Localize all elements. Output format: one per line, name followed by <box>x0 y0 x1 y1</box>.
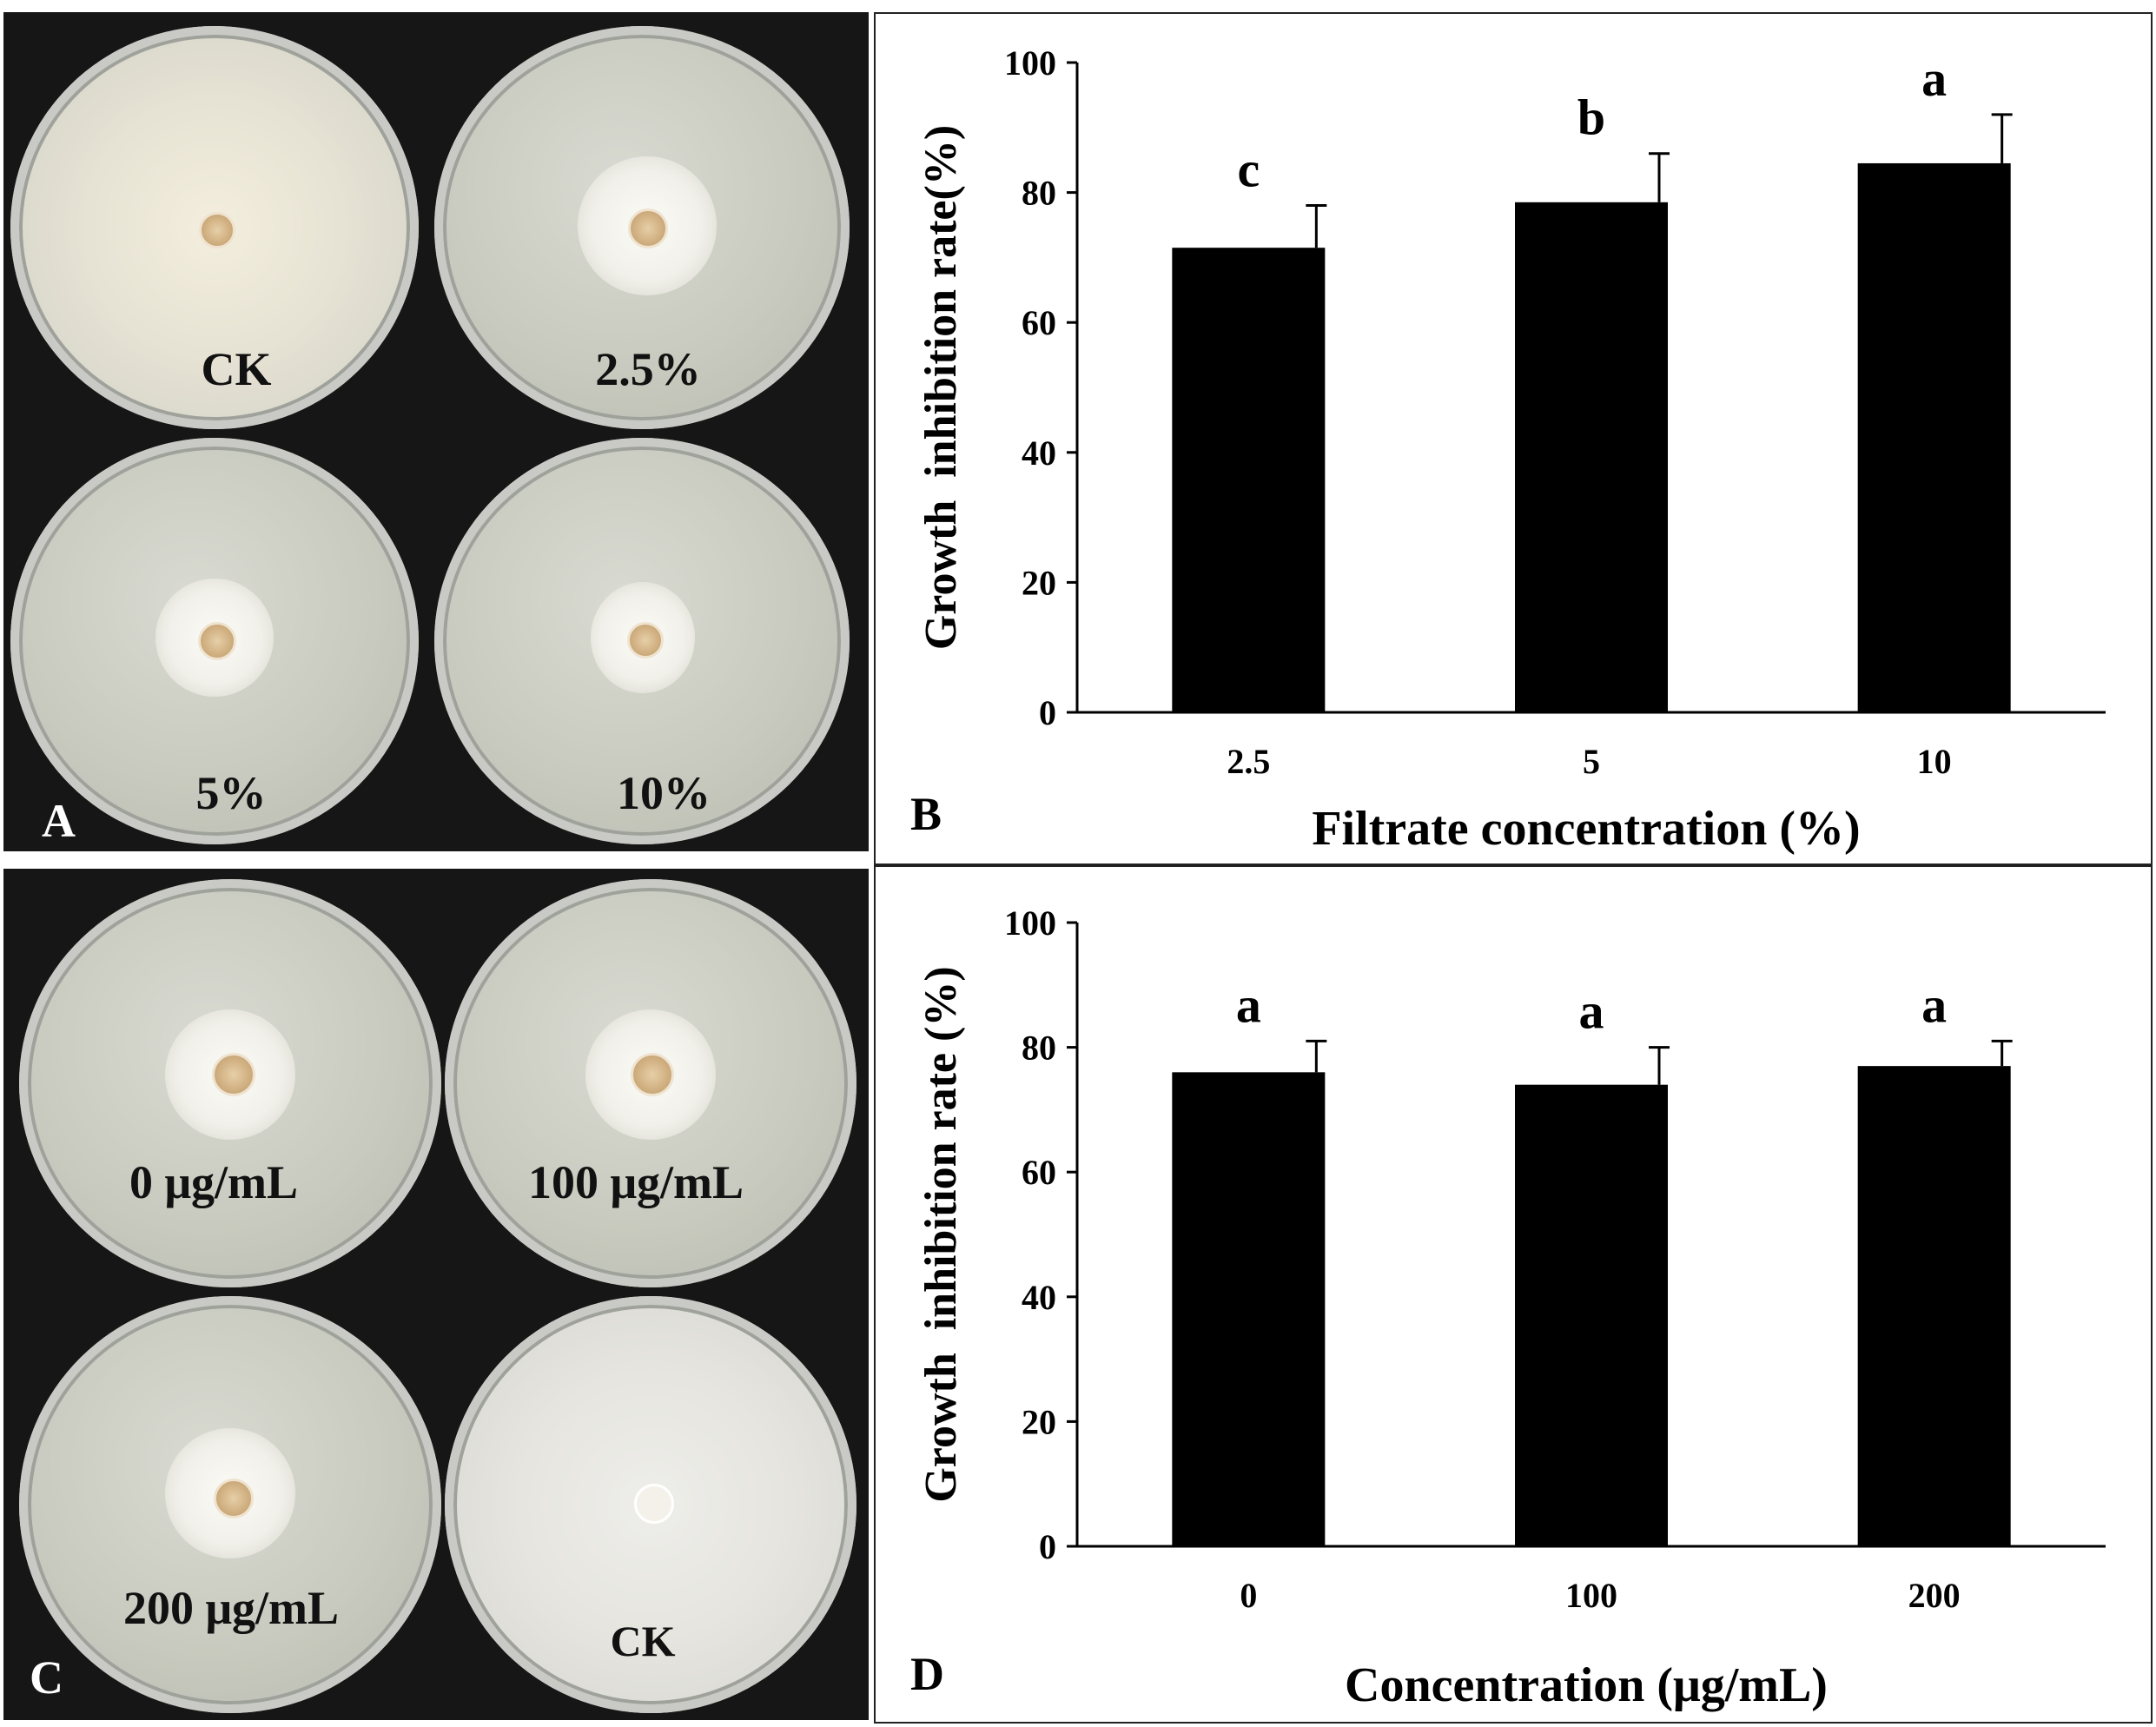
plate-label: 5% <box>195 767 267 819</box>
chart-panel-b: 0 20 40 60 80 100 c 2.5 b 5 a 10 Filtrate concentrat… <box>874 12 2153 865</box>
plate-rim <box>10 438 419 844</box>
y-tick-label: 20 <box>1022 563 1056 602</box>
plate-label: 2.5% <box>595 343 701 395</box>
y-tick-label: 100 <box>1004 903 1056 943</box>
plate-label: 100 μg/mL <box>527 1156 744 1208</box>
mycelial-plug <box>214 1479 254 1519</box>
plate-rim <box>19 879 441 1287</box>
bar <box>1515 1084 1668 1546</box>
significance-label: c <box>1237 142 1260 198</box>
y-tick-label: 0 <box>1039 693 1056 732</box>
plate-rim <box>434 438 850 844</box>
bar <box>1857 162 2011 712</box>
plate-label: CK <box>610 1617 676 1665</box>
significance-label: a <box>1236 976 1261 1033</box>
plate-rim <box>19 1296 441 1713</box>
plate-10-percent <box>434 438 850 844</box>
plate-label: CK <box>201 343 272 395</box>
x-tick-label: 10 <box>1917 742 1952 781</box>
x-axis-label: Filtrate concentration (%) <box>1312 802 1860 856</box>
bar <box>1515 202 1668 712</box>
y-tick-label: 80 <box>1022 1029 1056 1068</box>
mycelial-plug <box>199 212 235 248</box>
panel-letter-d: D <box>910 1648 944 1700</box>
plate-rim <box>445 879 856 1287</box>
photo-panel-a: CK 2.5% 5% 10% A <box>3 12 869 851</box>
y-tick-label: 0 <box>1039 1527 1056 1566</box>
significance-label: a <box>1921 976 1947 1033</box>
x-tick-label: 100 <box>1565 1576 1617 1615</box>
y-tick-label: 100 <box>1004 43 1056 83</box>
y-tick-label: 20 <box>1022 1402 1056 1441</box>
y-tick-label: 60 <box>1022 1153 1056 1192</box>
mycelial-plug <box>198 622 236 660</box>
y-tick-label: 60 <box>1022 303 1056 342</box>
mycelial-plug <box>212 1053 255 1096</box>
plate-label: 0 μg/mL <box>129 1156 299 1208</box>
significance-label: a <box>1921 50 1947 107</box>
plate-label: 10% <box>617 767 711 819</box>
y-axis-label: Growth inhibition rate (%) <box>916 966 966 1502</box>
panel-letter-c: C <box>30 1651 63 1704</box>
plate-ck <box>10 26 419 429</box>
bar <box>1172 1072 1326 1546</box>
panel-letter-b: B <box>910 788 942 840</box>
chart-d-svg: 0 20 40 60 80 100 a 0 a 100 a 200 Concentration (μg/… <box>916 903 2106 1712</box>
mycelial-plug <box>634 1484 674 1524</box>
plate-2-5-percent <box>434 26 850 429</box>
significance-label: a <box>1579 983 1604 1040</box>
plate-ck-control <box>445 1296 856 1713</box>
plate-rim <box>445 1296 856 1713</box>
chart-b-svg: 0 20 40 60 80 100 c 2.5 b 5 a 10 Filtrate concentrat… <box>916 43 2106 856</box>
x-tick-label: 5 <box>1583 742 1600 781</box>
y-axis-label: Growth inhibition rate(%) <box>916 125 966 650</box>
mycelial-plug <box>628 208 668 248</box>
y-tick-label: 40 <box>1022 433 1056 473</box>
plate-label: 200 μg/mL <box>122 1582 340 1634</box>
panel-letter-a: A <box>42 795 76 847</box>
plate-rim <box>434 26 850 429</box>
y-tick-label: 40 <box>1022 1278 1056 1317</box>
mycelial-plug <box>631 1053 674 1096</box>
photo-panel-c: 0 μg/mL 100 μg/mL 200 μg/mL CK C <box>3 869 869 1720</box>
plate-5-percent <box>10 438 419 844</box>
bar <box>1857 1066 2011 1546</box>
y-tick-label: 80 <box>1022 174 1056 213</box>
plate-100-ug-ml <box>445 879 856 1287</box>
x-axis-label: Concentration (μg/mL) <box>1345 1658 1828 1712</box>
plate-rim <box>10 26 419 429</box>
chart-panel-d: 0 20 40 60 80 100 a 0 a 100 a 200 Concentration (μg/… <box>874 865 2153 1724</box>
x-tick-label: 0 <box>1240 1576 1257 1615</box>
x-tick-label: 2.5 <box>1227 742 1270 781</box>
significance-label: b <box>1577 89 1605 146</box>
x-tick-label: 200 <box>1908 1576 1961 1615</box>
bar <box>1172 248 1326 712</box>
plate-200-ug-ml <box>19 1296 441 1713</box>
mycelial-plug <box>627 622 664 658</box>
plate-0-ug-ml <box>19 879 441 1287</box>
